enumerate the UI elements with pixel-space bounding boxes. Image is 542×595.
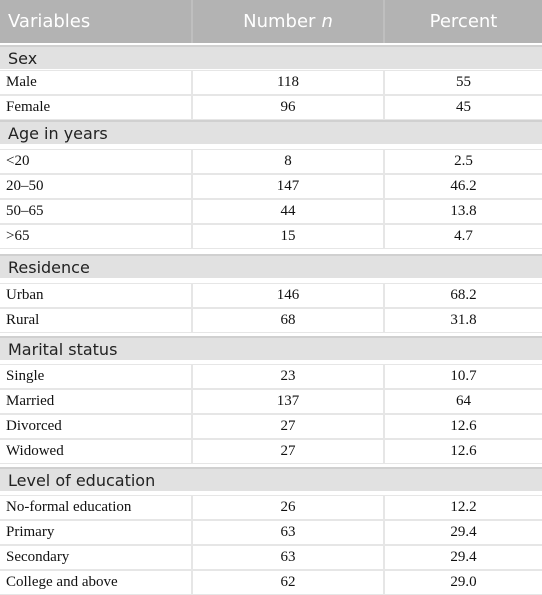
row-label: >65 <box>0 225 191 248</box>
row-number: 63 <box>193 521 383 544</box>
row-percent: 45 <box>385 96 542 119</box>
table-row: 20–50 147 46.2 <box>0 174 542 199</box>
table-row: Male 118 55 <box>0 70 542 95</box>
row-number: 44 <box>193 200 383 223</box>
table-row: 50–65 44 13.8 <box>0 199 542 224</box>
row-percent: 12.6 <box>385 440 542 463</box>
row-label: College and above <box>0 571 191 594</box>
row-label: Female <box>0 96 191 119</box>
section-header-sex: Sex <box>0 45 542 69</box>
header-variables: Variables <box>0 0 191 43</box>
section-title: Residence <box>0 256 542 278</box>
section-header-marital-status: Marital status <box>0 336 542 360</box>
section-header-level-of-education: Level of education <box>0 467 542 491</box>
table-row: Married 137 64 <box>0 389 542 414</box>
row-percent: 31.8 <box>385 309 542 332</box>
row-label: 50–65 <box>0 200 191 223</box>
row-number: 26 <box>193 496 383 519</box>
row-number: 63 <box>193 546 383 569</box>
row-number: 147 <box>193 175 383 198</box>
section-title: Sex <box>0 47 542 69</box>
table-row: Rural 68 31.8 <box>0 308 542 333</box>
row-label: Primary <box>0 521 191 544</box>
header-number-label: Number <box>243 11 316 32</box>
section-title: Marital status <box>0 338 542 360</box>
table-row: Single 23 10.7 <box>0 364 542 389</box>
row-percent: 29.4 <box>385 546 542 569</box>
row-number: 8 <box>193 150 383 173</box>
table-row: Secondary 63 29.4 <box>0 545 542 570</box>
table-header-row: Variables Number n Percent <box>0 0 542 45</box>
row-percent: 55 <box>385 71 542 94</box>
row-label: Widowed <box>0 440 191 463</box>
section-title: Level of education <box>0 469 542 491</box>
row-label: Divorced <box>0 415 191 438</box>
row-percent: 64 <box>385 390 542 413</box>
row-number: 62 <box>193 571 383 594</box>
row-percent: 2.5 <box>385 150 542 173</box>
header-number: Number n <box>193 0 383 43</box>
table-row: <20 8 2.5 <box>0 149 542 174</box>
table-row: Female 96 45 <box>0 95 542 120</box>
row-number: 23 <box>193 365 383 388</box>
row-label: <20 <box>0 150 191 173</box>
row-percent: 10.7 <box>385 365 542 388</box>
row-label: 20–50 <box>0 175 191 198</box>
table-row: >65 15 4.7 <box>0 224 542 249</box>
row-number: 96 <box>193 96 383 119</box>
row-number: 15 <box>193 225 383 248</box>
row-label: No-formal education <box>0 496 191 519</box>
row-label: Male <box>0 71 191 94</box>
table-row: College and above 62 29.0 <box>0 570 542 595</box>
row-percent: 29.4 <box>385 521 542 544</box>
table-row: No-formal education 26 12.2 <box>0 495 542 520</box>
table-row: Divorced 27 12.6 <box>0 414 542 439</box>
row-label: Single <box>0 365 191 388</box>
row-number: 137 <box>193 390 383 413</box>
row-number: 118 <box>193 71 383 94</box>
table-row: Primary 63 29.4 <box>0 520 542 545</box>
row-percent: 12.2 <box>385 496 542 519</box>
section-title: Age in years <box>0 122 542 144</box>
row-percent: 4.7 <box>385 225 542 248</box>
row-label: Married <box>0 390 191 413</box>
row-label: Urban <box>0 284 191 307</box>
row-percent: 12.6 <box>385 415 542 438</box>
row-number: 27 <box>193 415 383 438</box>
section-header-age: Age in years <box>0 120 542 144</box>
row-label: Rural <box>0 309 191 332</box>
row-percent: 29.0 <box>385 571 542 594</box>
table-row: Widowed 27 12.6 <box>0 439 542 464</box>
header-number-italic: n <box>321 11 333 32</box>
row-number: 68 <box>193 309 383 332</box>
row-percent: 46.2 <box>385 175 542 198</box>
table-row: Urban 146 68.2 <box>0 283 542 308</box>
header-percent: Percent <box>385 0 542 43</box>
row-number: 27 <box>193 440 383 463</box>
row-number: 146 <box>193 284 383 307</box>
section-header-residence: Residence <box>0 254 542 278</box>
row-percent: 68.2 <box>385 284 542 307</box>
row-percent: 13.8 <box>385 200 542 223</box>
row-label: Secondary <box>0 546 191 569</box>
